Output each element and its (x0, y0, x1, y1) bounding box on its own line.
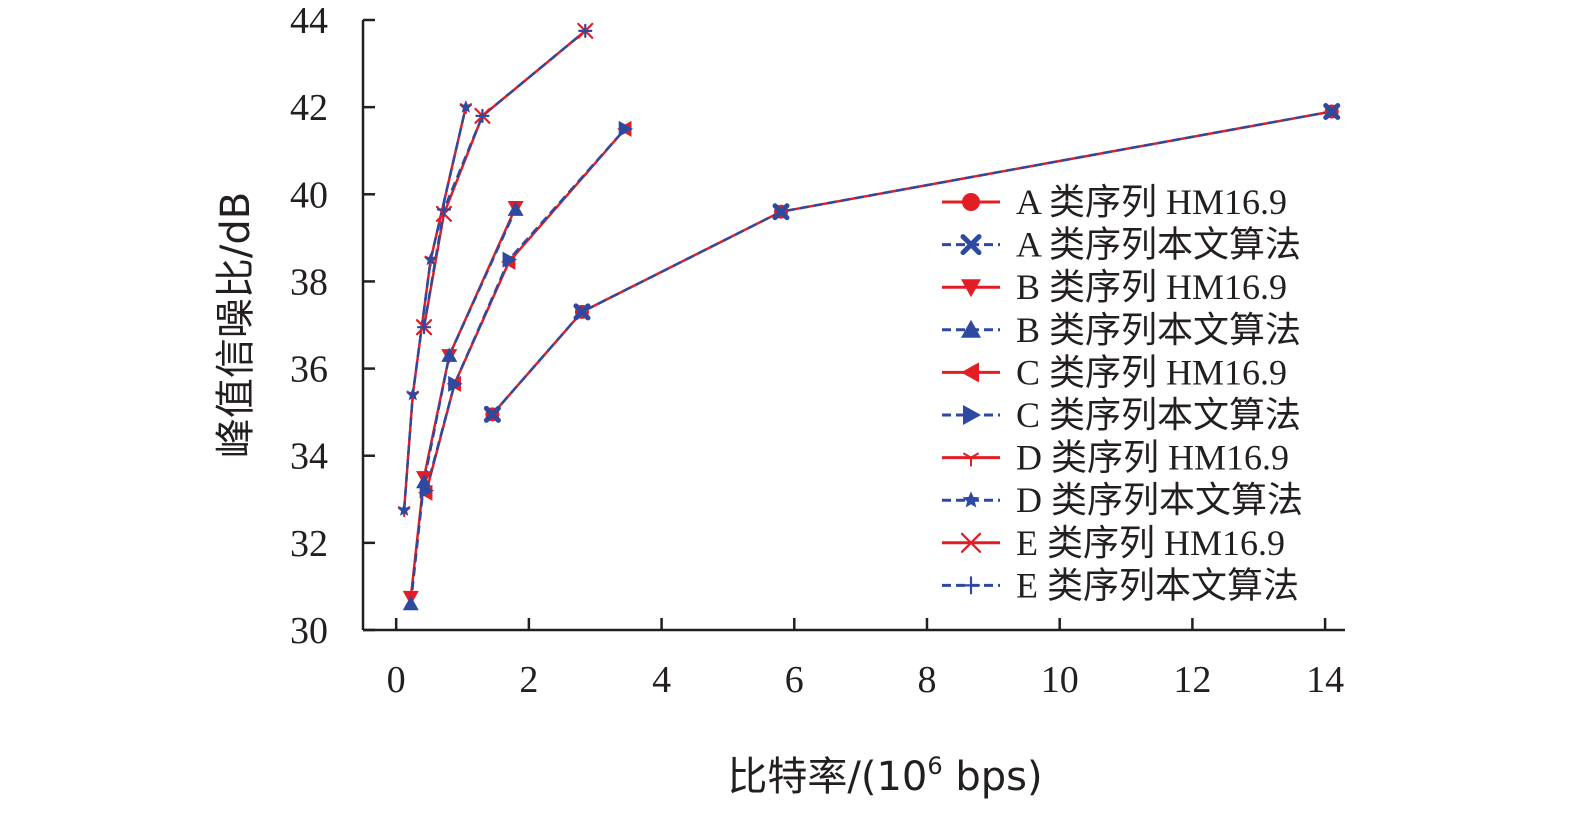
series-5-point-3 (618, 120, 634, 137)
axes (361, 20, 1345, 632)
x-tick-label: 6 (785, 659, 804, 701)
legend-marker-2 (961, 279, 981, 298)
x-axis-title-exponent: 6 (927, 752, 942, 780)
y-tick-label: 40 (290, 174, 328, 216)
series-3-point-3 (507, 201, 524, 216)
legend-label-5: C 类序列本文算法 (1016, 395, 1301, 435)
legend-label-3: B 类序列本文算法 (1016, 310, 1301, 350)
y-axis-title: 峰值信噪比/dB (213, 192, 259, 458)
y-tick-label: 36 (290, 349, 328, 391)
series-7-point-1 (406, 387, 420, 401)
legend-label-8: E 类序列 HM16.9 (1016, 523, 1285, 563)
series-1-point-1 (573, 303, 591, 321)
series-5-point-1 (448, 375, 463, 392)
series-line-9 (422, 29, 587, 328)
x-axis-title-unit: bps) (943, 754, 1043, 800)
series-9-point-2 (475, 108, 490, 123)
y-tick-label: 42 (290, 87, 328, 129)
legend-marker-7 (962, 491, 980, 508)
series-9-point-1 (436, 202, 452, 217)
legend-label-6: D 类序列 HM16.9 (1016, 438, 1289, 478)
series-line-2 (409, 206, 517, 598)
y-tick-label: 34 (290, 436, 328, 478)
series-line-4 (424, 128, 627, 494)
x-tick-label: 0 (387, 659, 406, 701)
ticks: 0 2 4 6 8 10 12 14 30 32 34 36 38 40 42 44 (290, 0, 1344, 701)
series-3-point-0 (402, 595, 419, 611)
series-7-point-3 (459, 100, 473, 113)
series-7-point-0 (397, 503, 411, 516)
legend-marker-3 (961, 319, 981, 338)
legend-marker-6 (963, 452, 979, 467)
y-tick-label: 30 (290, 610, 328, 652)
series-9-point-0 (416, 320, 432, 335)
x-axis-title: 比特率/(106 bps) (727, 752, 1042, 800)
legend-label-1: A 类序列本文算法 (1016, 225, 1301, 265)
legend-marker-4 (961, 362, 979, 383)
series-5-point-2 (502, 251, 517, 268)
series-markers (397, 22, 1341, 611)
legend-marker-0 (962, 193, 980, 211)
legend-marker-9 (961, 576, 981, 595)
series-1-point-3 (1323, 103, 1341, 120)
y-tick-label: 44 (290, 0, 328, 42)
x-tick-label: 10 (1041, 659, 1079, 701)
series-9-point-3 (578, 23, 593, 38)
series-5-point-0 (419, 482, 435, 499)
legend-label-0: A 类序列 HM16.9 (1016, 182, 1287, 222)
series-line-6 (402, 106, 468, 511)
x-tick-label: 12 (1173, 659, 1211, 701)
legend-label-9: E 类序列本文算法 (1016, 565, 1299, 605)
x-tick-label: 4 (652, 659, 671, 701)
x-tick-label: 8 (917, 659, 936, 701)
x-tick-label: 2 (519, 659, 538, 701)
series-line-3 (409, 208, 517, 605)
series-3-point-2 (441, 347, 458, 362)
series-line-1 (491, 110, 1332, 416)
legend-marker-5 (963, 405, 981, 425)
legend-label-2: B 类序列 HM16.9 (1016, 267, 1287, 307)
series-7-point-2 (424, 252, 438, 266)
series-1-point-0 (483, 405, 501, 423)
series-line-7 (402, 106, 468, 511)
y-tick-label: 38 (290, 261, 328, 303)
legend-label-4: C 类序列 HM16.9 (1016, 352, 1287, 392)
legend-marker-8 (960, 532, 982, 553)
y-tick-label: 32 (290, 523, 328, 565)
legend-label-7: D 类序列本文算法 (1016, 480, 1303, 520)
legend-marker-1 (960, 234, 982, 256)
x-axis-title-main: 比特率/(10 (727, 754, 927, 800)
series-1-point-2 (772, 203, 790, 221)
x-tick-label: 14 (1306, 659, 1344, 701)
